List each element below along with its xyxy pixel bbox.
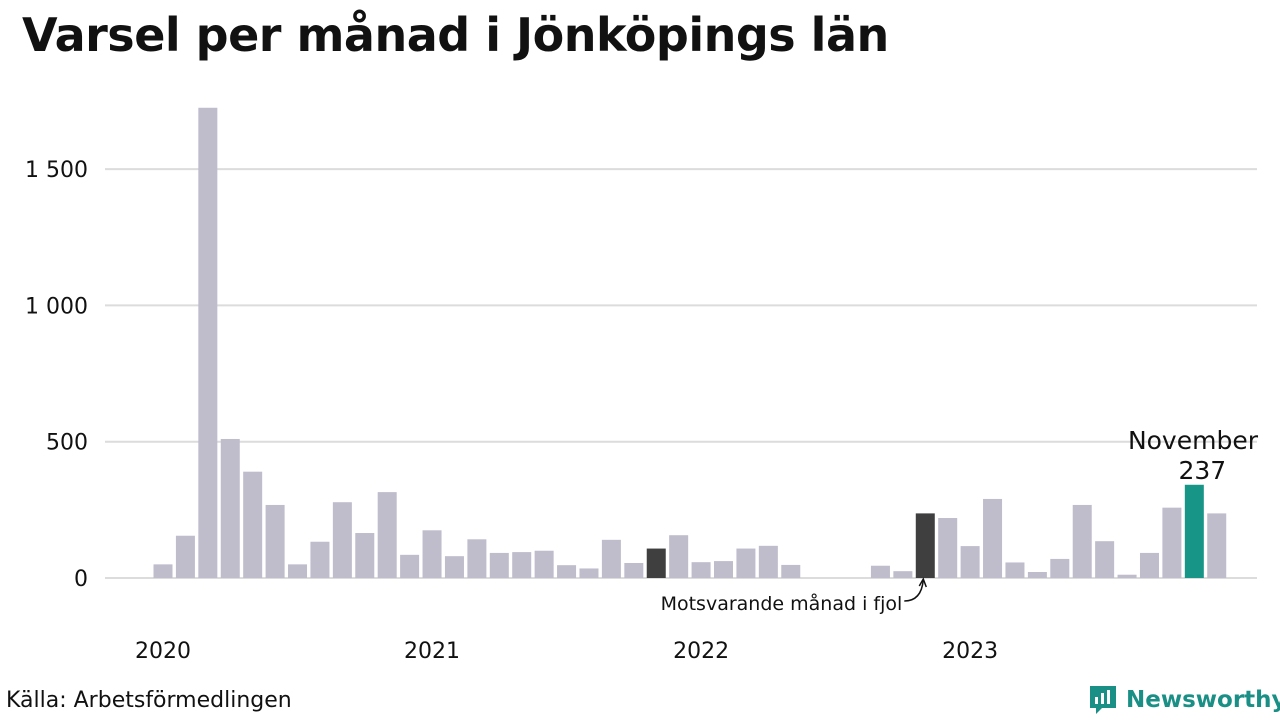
y-tick-label: 0 bbox=[74, 567, 88, 592]
bar-undefined bbox=[1207, 513, 1227, 578]
bar-2021-02 bbox=[444, 556, 464, 578]
bar-2023-06 bbox=[1072, 504, 1092, 578]
annotation-arrow bbox=[904, 579, 925, 602]
x-axis-ticks: 2020 2021 2022 2023 bbox=[135, 639, 998, 664]
bar-2022-04 bbox=[758, 545, 778, 578]
bar-2021-09 bbox=[601, 539, 621, 578]
bar-2022-01 bbox=[691, 562, 711, 578]
bar-2021-12 bbox=[669, 535, 689, 578]
bar-2020-01 bbox=[153, 564, 173, 578]
bar-2023-07 bbox=[1095, 541, 1115, 578]
bar-2021-03 bbox=[467, 539, 487, 578]
current-month-value: 237 bbox=[1178, 456, 1226, 485]
x-tick-label: 2021 bbox=[404, 639, 460, 664]
bar-2023-09 bbox=[1139, 552, 1159, 578]
x-tick-label: 2020 bbox=[135, 639, 191, 664]
y-axis-ticks: 0 500 1 000 1 500 bbox=[25, 158, 88, 592]
bar-2022-11 bbox=[915, 513, 935, 578]
bar-2021-10 bbox=[624, 563, 644, 578]
bar-2021-08 bbox=[579, 568, 599, 578]
bar-2020-11 bbox=[377, 492, 397, 578]
bar-2020-09 bbox=[332, 502, 352, 578]
bar-2023-10 bbox=[1162, 507, 1182, 578]
bar-2023-02 bbox=[983, 498, 1003, 578]
y-tick-label: 1 500 bbox=[25, 158, 88, 183]
bar-2023-05 bbox=[1050, 558, 1070, 578]
bar-2020-02 bbox=[175, 535, 195, 578]
annotation-arrowhead bbox=[918, 577, 927, 588]
bar-2022-03 bbox=[736, 548, 756, 578]
bar-2022-05 bbox=[781, 564, 801, 578]
bar-2020-05 bbox=[243, 471, 263, 578]
comparison-label: Motsvarande månad i fjol bbox=[661, 592, 903, 615]
bar-2022-09 bbox=[870, 565, 890, 578]
bar-2021-05 bbox=[512, 552, 532, 578]
bar-2020-07 bbox=[288, 564, 308, 578]
bar-2021-11 bbox=[646, 548, 666, 578]
chart-title: Varsel per månad i Jönköpings län bbox=[22, 8, 889, 62]
bars bbox=[153, 107, 1227, 578]
bar-2023-04 bbox=[1027, 572, 1047, 578]
x-tick-label: 2023 bbox=[942, 639, 998, 664]
bar-2021-06 bbox=[534, 550, 554, 578]
bar-2022-12 bbox=[938, 518, 958, 578]
bar-2023-11 bbox=[1184, 484, 1204, 578]
bar-2021-04 bbox=[489, 552, 509, 578]
bar-2023-01 bbox=[960, 546, 980, 578]
brand-name: Newsworthy bbox=[1126, 687, 1280, 713]
bar-2020-04 bbox=[220, 438, 240, 578]
bar-2022-02 bbox=[714, 561, 733, 578]
brand-logo[interactable]: Newsworthy bbox=[1088, 684, 1280, 716]
y-tick-label: 500 bbox=[46, 431, 88, 456]
source-note: Källa: Arbetsförmedlingen bbox=[6, 688, 292, 713]
bar-2022-10 bbox=[893, 571, 913, 578]
current-month-label: November bbox=[1128, 426, 1259, 455]
bar-2020-03 bbox=[198, 107, 218, 578]
bar-2023-03 bbox=[1005, 562, 1025, 578]
bar-2023-08 bbox=[1117, 574, 1137, 578]
bar-2020-08 bbox=[310, 541, 330, 578]
bar-2020-06 bbox=[265, 504, 285, 578]
newsworthy-logo-icon bbox=[1090, 686, 1116, 714]
y-tick-label: 1 000 bbox=[25, 294, 88, 319]
bar-2020-10 bbox=[355, 533, 375, 578]
bar-2021-01 bbox=[422, 530, 442, 578]
bar-2021-07 bbox=[557, 565, 577, 578]
bar-2020-12 bbox=[400, 554, 420, 578]
x-tick-label: 2022 bbox=[673, 639, 729, 664]
